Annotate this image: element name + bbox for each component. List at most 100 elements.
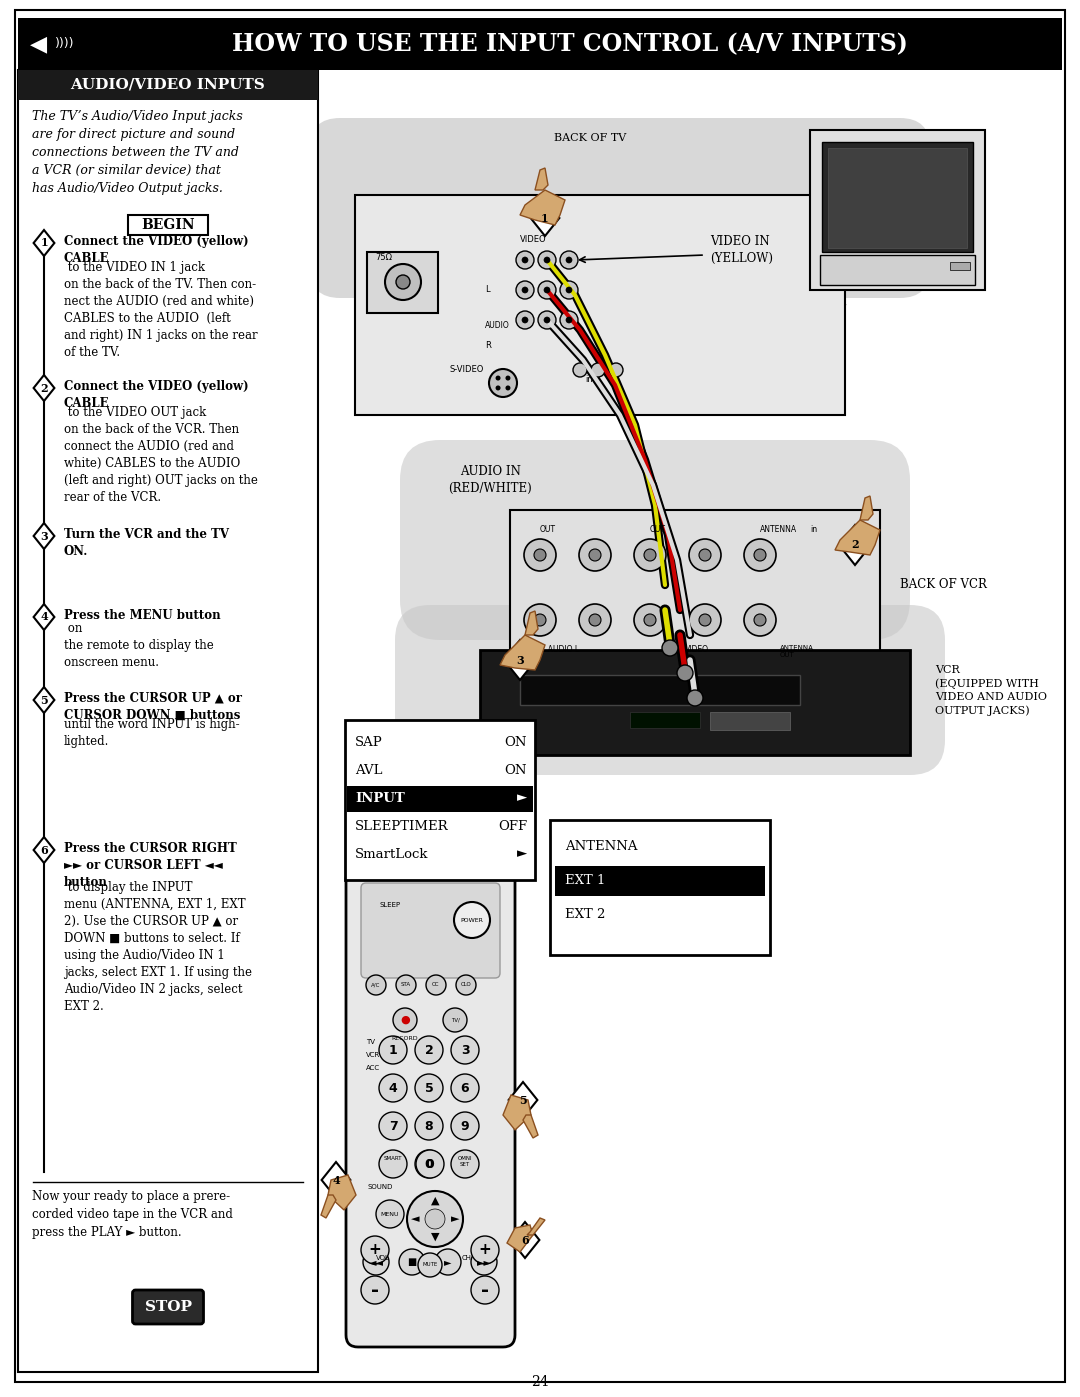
Circle shape: [589, 615, 600, 626]
Text: CLO: CLO: [461, 982, 471, 988]
Circle shape: [538, 312, 556, 330]
Polygon shape: [328, 1175, 356, 1210]
Text: SLEEP: SLEEP: [380, 902, 401, 908]
Text: VCR
(EQUIPPED WITH
VIDEO AND AUDIO
OUTPUT JACKS): VCR (EQUIPPED WITH VIDEO AND AUDIO OUTPU…: [935, 665, 1047, 717]
Circle shape: [687, 690, 703, 705]
Circle shape: [589, 549, 600, 562]
Circle shape: [634, 604, 666, 636]
Bar: [18, 70, 318, 101]
FancyBboxPatch shape: [310, 117, 930, 298]
Bar: [950, 263, 970, 270]
Text: in-1: in-1: [585, 376, 600, 384]
Circle shape: [662, 640, 678, 657]
Circle shape: [396, 275, 410, 289]
Circle shape: [534, 549, 546, 562]
Bar: [820, 256, 975, 285]
Text: 4: 4: [389, 1081, 397, 1094]
Text: 9: 9: [461, 1119, 470, 1133]
Polygon shape: [33, 231, 54, 256]
Text: OFF: OFF: [498, 820, 527, 833]
Text: 1: 1: [389, 1044, 397, 1056]
Text: VIDEO: VIDEO: [519, 236, 546, 244]
Text: 6: 6: [40, 845, 48, 855]
Text: ►: ►: [450, 1214, 459, 1224]
Circle shape: [561, 251, 578, 270]
Text: 24: 24: [531, 1375, 549, 1389]
Bar: [630, 712, 700, 728]
Text: INPUT: INPUT: [355, 792, 405, 805]
Circle shape: [677, 665, 693, 680]
Text: ON: ON: [504, 735, 527, 749]
Circle shape: [376, 1200, 404, 1228]
FancyBboxPatch shape: [367, 251, 438, 313]
Polygon shape: [519, 190, 565, 225]
Circle shape: [516, 281, 534, 299]
Bar: [510, 510, 880, 671]
Bar: [550, 820, 770, 956]
Circle shape: [454, 902, 490, 937]
Text: ►: ►: [516, 792, 527, 805]
Text: until the word INPUT is high-
lighted.: until the word INPUT is high- lighted.: [64, 718, 240, 747]
Text: ▲: ▲: [431, 1196, 440, 1206]
Text: Turn the VCR and the TV
ON.: Turn the VCR and the TV ON.: [64, 528, 229, 557]
Circle shape: [534, 615, 546, 626]
Text: OUT: OUT: [650, 525, 666, 534]
Circle shape: [361, 1236, 389, 1264]
Text: ●: ●: [400, 1016, 410, 1025]
Circle shape: [524, 539, 556, 571]
Text: MUTE: MUTE: [422, 1263, 437, 1267]
Circle shape: [516, 312, 534, 330]
FancyBboxPatch shape: [400, 440, 910, 640]
Text: -: -: [481, 1281, 489, 1299]
Polygon shape: [33, 687, 54, 712]
Polygon shape: [504, 640, 536, 680]
Circle shape: [415, 1150, 443, 1178]
Text: POWER: POWER: [460, 918, 484, 922]
Bar: [129, 215, 208, 235]
Circle shape: [644, 549, 656, 562]
Bar: [135, 1294, 201, 1322]
Circle shape: [496, 376, 500, 380]
Circle shape: [579, 604, 611, 636]
Circle shape: [591, 363, 605, 377]
Circle shape: [384, 264, 421, 300]
Circle shape: [451, 1037, 480, 1065]
Polygon shape: [33, 837, 54, 863]
Text: ON: ON: [504, 764, 527, 777]
Text: VIDEO IN
(YELLOW): VIDEO IN (YELLOW): [710, 235, 773, 265]
Text: 3: 3: [40, 531, 48, 542]
Text: A/C: A/C: [372, 982, 380, 988]
Text: 2: 2: [424, 1044, 433, 1056]
Circle shape: [699, 615, 711, 626]
Text: 3: 3: [461, 1044, 470, 1056]
Circle shape: [561, 281, 578, 299]
Bar: [18, 18, 1062, 70]
FancyBboxPatch shape: [361, 883, 500, 978]
Polygon shape: [860, 496, 873, 520]
Bar: [822, 142, 973, 251]
Text: )))): )))): [55, 38, 75, 50]
Text: ANTENNA
OUT: ANTENNA OUT: [780, 645, 814, 658]
Text: BACK OF TV: BACK OF TV: [554, 133, 626, 142]
Text: TV/: TV/: [450, 1017, 459, 1023]
Circle shape: [634, 539, 666, 571]
Text: SLEEPTIMER: SLEEPTIMER: [355, 820, 448, 833]
Circle shape: [573, 363, 588, 377]
Polygon shape: [33, 374, 54, 401]
Circle shape: [566, 317, 572, 323]
Text: to the VIDEO IN 1 jack
on the back of the TV. Then con-
nect the AUDIO (red and : to the VIDEO IN 1 jack on the back of th…: [64, 261, 258, 359]
Text: ►►: ►►: [476, 1257, 491, 1267]
Text: ◄◄: ◄◄: [368, 1257, 383, 1267]
Text: OUT: OUT: [540, 525, 556, 534]
Text: 6: 6: [522, 1235, 529, 1246]
Polygon shape: [839, 525, 870, 564]
Polygon shape: [33, 604, 54, 630]
Text: ►: ►: [516, 848, 527, 861]
Text: R AUDIO L: R AUDIO L: [540, 645, 579, 654]
Circle shape: [538, 281, 556, 299]
Circle shape: [754, 615, 766, 626]
Circle shape: [415, 1037, 443, 1065]
Text: Press the CURSOR RIGHT
►► or CURSOR LEFT ◄◄
button: Press the CURSOR RIGHT ►► or CURSOR LEFT…: [64, 842, 237, 888]
Text: ANTENNA: ANTENNA: [760, 525, 797, 534]
Text: ◀: ◀: [29, 34, 46, 54]
